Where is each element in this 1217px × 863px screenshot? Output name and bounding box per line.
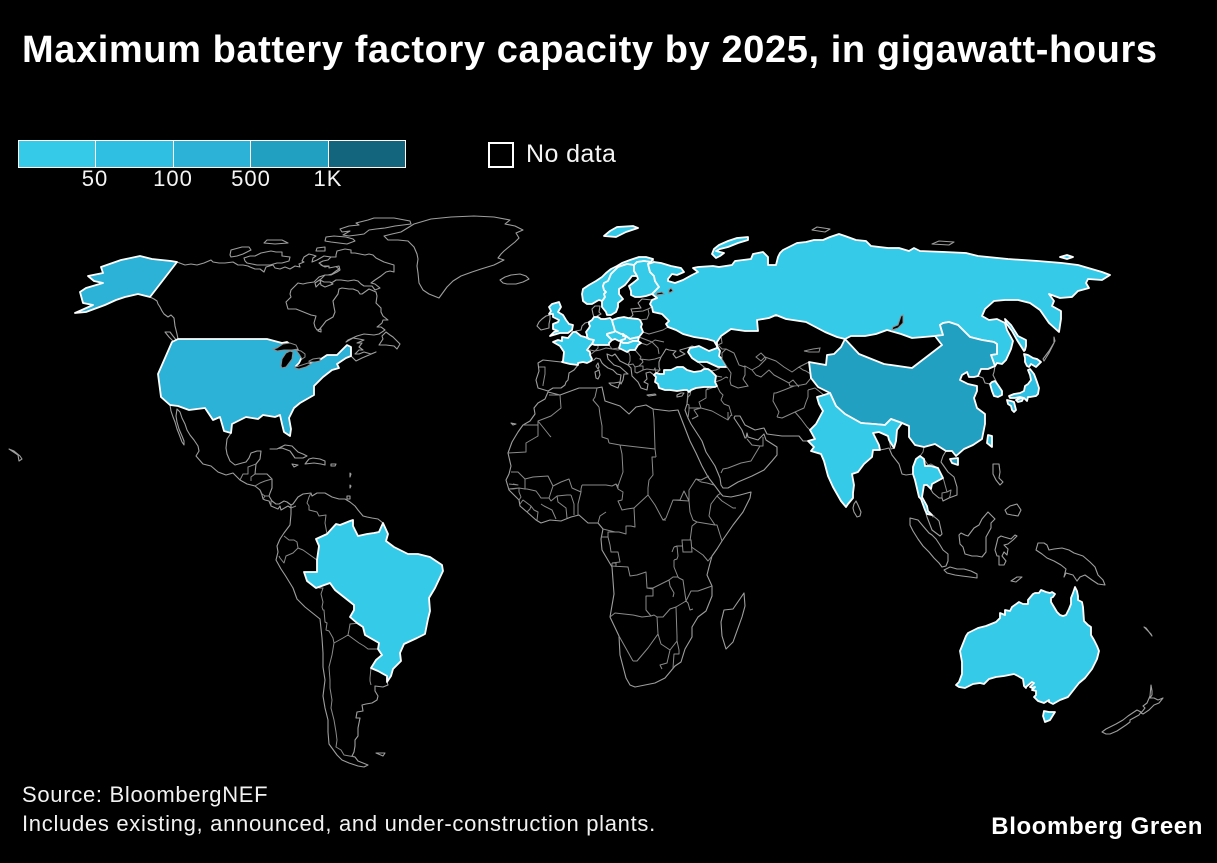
land-new-guinea [1035, 542, 1106, 586]
land-crete [646, 393, 657, 397]
land-borneo [958, 511, 996, 558]
legend-label-500: 500 [231, 166, 271, 191]
lake-ladoga [655, 291, 666, 296]
land-trinidad [346, 495, 351, 500]
land-devon-island [324, 235, 356, 245]
land-southampton-island [319, 279, 334, 288]
legend-no-data: No data [488, 140, 616, 169]
country-hungary[interactable] [618, 340, 642, 353]
lake-michigan [280, 350, 294, 369]
land-new-caledonia [1143, 626, 1153, 637]
land-luzon [992, 463, 1004, 486]
land-canary-islands [510, 422, 517, 426]
land-ireland [536, 314, 551, 331]
country-taiwan[interactable] [986, 434, 993, 448]
lake-ontario [308, 357, 321, 363]
lake-balkhash [803, 347, 821, 353]
legend-color-scale [18, 140, 407, 168]
land-sulawesi [994, 534, 1018, 566]
land-severnaya-zemlya [811, 226, 831, 233]
land-melville-island [263, 239, 289, 245]
land-guadeloupe [349, 472, 352, 478]
lake-erie [294, 362, 313, 370]
land-mindanao [1004, 503, 1022, 517]
legend-seg-3 [173, 140, 252, 168]
land-grenada [349, 484, 352, 489]
land-new-siberian-islands [931, 240, 955, 246]
land-iceland [499, 273, 530, 285]
land-puerto-rico [330, 463, 337, 467]
legend-label-1k: 1K [313, 166, 343, 191]
land-sumatra [909, 517, 949, 568]
lake-victoria [681, 539, 693, 553]
legend-labels: 50 100 500 1K [18, 166, 406, 191]
no-data-swatch [488, 141, 514, 168]
land-sicily [608, 381, 621, 389]
lakes [271, 287, 904, 553]
land-africa [505, 386, 752, 688]
land-somerset-island [315, 246, 326, 252]
land-jamaica [291, 463, 299, 468]
land-canada [149, 253, 389, 369]
land-falkland-islands [375, 752, 386, 757]
aral-sea [755, 352, 766, 362]
no-data-label: No data [526, 140, 617, 168]
country-borders [239, 306, 952, 758]
land-hawaii [8, 448, 23, 462]
source-note: Source: BloombergNEF Includes existing, … [22, 781, 656, 838]
country-united-kingdom[interactable] [548, 301, 574, 337]
chart-title: Maximum battery factory capacity by 2025… [22, 29, 1158, 71]
lake-huron [294, 349, 306, 360]
lake-onega [668, 287, 674, 294]
land-victoria-island [243, 250, 291, 266]
legend-label-100: 100 [153, 166, 193, 191]
land-sardinia [594, 369, 601, 380]
land-timor [1010, 576, 1023, 583]
land-baffin-island [314, 248, 395, 291]
land-banks-island [229, 246, 252, 258]
legend-seg-4 [251, 140, 329, 168]
legend-seg-2 [96, 140, 174, 168]
land-newfoundland [378, 331, 401, 350]
country-south-korea[interactable] [989, 380, 1003, 398]
land-north-america-mexico [169, 404, 292, 511]
land-java [943, 566, 978, 579]
country-brazil[interactable] [303, 519, 444, 683]
brand-logo: Bloomberg Green [991, 813, 1203, 840]
country-india[interactable] [807, 392, 903, 508]
country-australia[interactable] [955, 586, 1100, 723]
land-corsica [595, 362, 600, 370]
interior-borders [239, 306, 952, 758]
legend-seg-1 [18, 140, 97, 168]
land-greenland [383, 215, 524, 299]
land-kuril-islands [1042, 336, 1056, 362]
land-sri-lanka [852, 500, 862, 518]
country-czechia[interactable] [606, 330, 627, 342]
source-line-2: Includes existing, announced, and under-… [22, 810, 656, 836]
country-turkey[interactable] [653, 366, 718, 393]
colored-countries [74, 225, 1111, 723]
land-cyprus [676, 392, 685, 398]
country-united-states[interactable] [74, 255, 352, 437]
land-ellesmere-island [339, 217, 412, 237]
legend-seg-5 [328, 140, 407, 168]
lake-baikal [891, 314, 904, 331]
lake-superior [271, 342, 299, 352]
source-line-1: Source: BloombergNEF [22, 782, 269, 807]
land-new-zealand-north [1140, 684, 1164, 715]
caspian-sea [721, 348, 749, 389]
land-hispaniola [304, 457, 326, 466]
country-russia[interactable] [647, 233, 1111, 368]
land-new-zealand-south [1101, 709, 1142, 735]
country-japan[interactable] [1006, 353, 1042, 413]
land-madagascar [720, 592, 746, 650]
land-cuba [269, 444, 308, 459]
country-thailand[interactable] [912, 455, 944, 516]
legend-label-50: 50 [81, 166, 109, 191]
